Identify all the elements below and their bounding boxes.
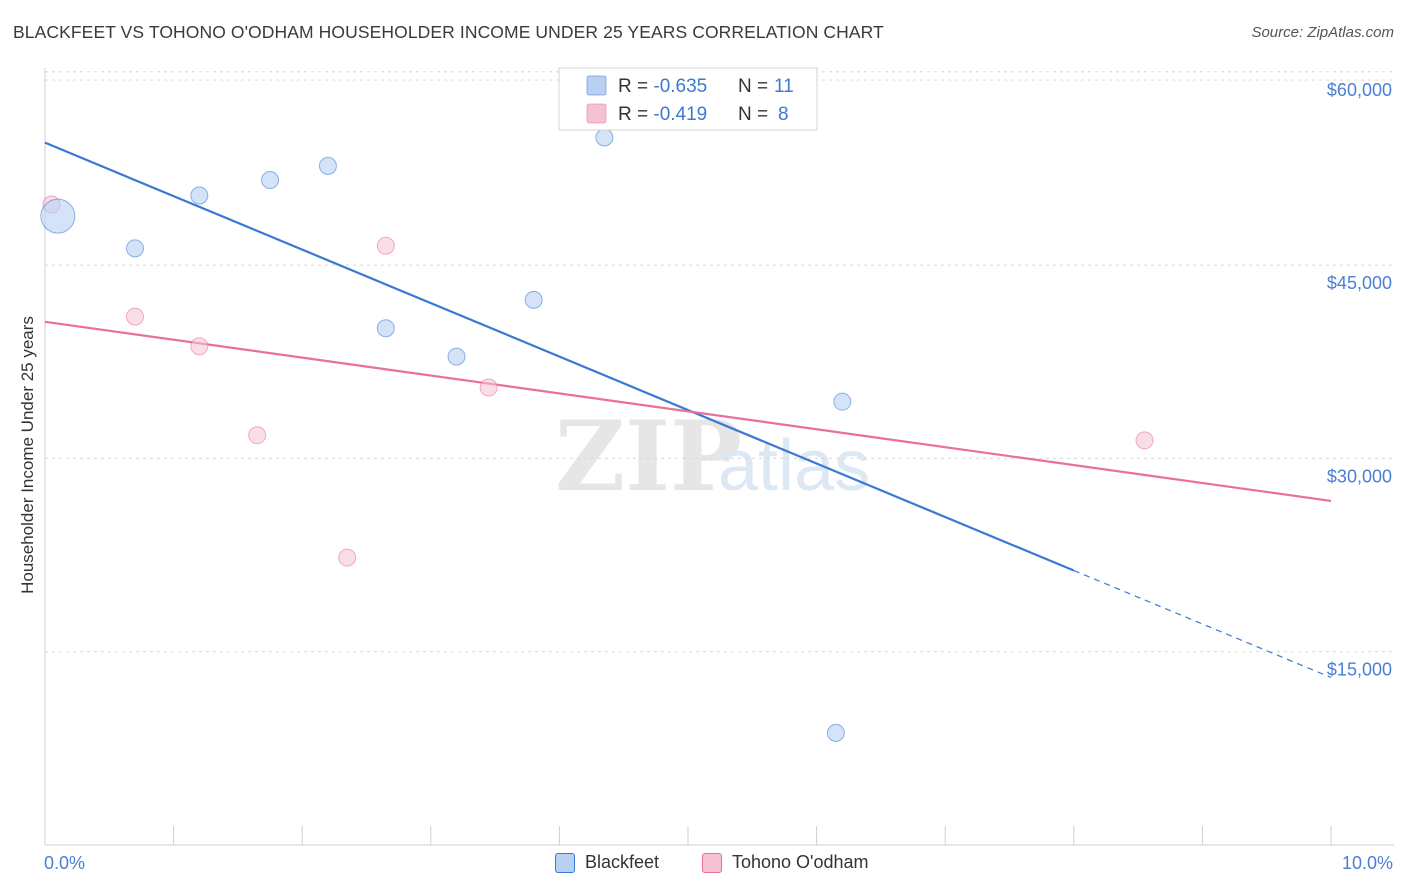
legend-swatch [586,103,607,124]
trend-lines [44,141,1332,679]
watermark-zip: ZIP [555,400,742,513]
data-points [40,128,1154,742]
point-blackfeet [318,156,337,175]
y-tick-label: $15,000 [1327,660,1392,680]
grid: $15,000 $30,000 $45,000 $60,000 [45,71,1394,680]
point-blackfeet [826,723,845,742]
point-blackfeet [524,290,543,309]
trend-line-blackfeet [44,141,1075,572]
point-tohono [248,426,267,445]
legend-item-blackfeet[interactable]: Blackfeet [555,852,659,873]
legend-stats-text: R = -0.419 [618,104,707,125]
axes: 0.0% 10.0% [44,68,1394,873]
stats-legend: R = -0.635 N = 11 R = -0.419 N = 8 [558,67,818,131]
legend-n-text: N = 8 [738,104,789,125]
point-tohono [376,236,395,255]
chart-title: BLACKFEET VS TOHONO O'ODHAM HOUSEHOLDER … [13,22,884,42]
trend-line-tohono [44,320,1332,503]
x-tick-label: 10.0% [1342,853,1393,873]
point-blackfeet [376,319,395,338]
y-tick-label: $60,000 [1327,80,1392,100]
point-tohono [479,378,498,397]
trend-line-blackfeet-extension [1073,569,1332,679]
legend-n-text: N = 11 [738,76,794,97]
legend-item-tohono[interactable]: Tohono O'odham [702,852,869,873]
point-blackfeet [447,347,466,366]
legend-label-blackfeet: Blackfeet [585,852,660,872]
bottom-legend: Blackfeet Tohono O'odham [0,852,1406,878]
point-blackfeet [40,198,76,234]
point-blackfeet [190,186,209,205]
x-tick-label: 0.0% [44,853,85,873]
point-tohono [338,548,357,567]
point-blackfeet [126,239,145,258]
point-blackfeet [595,128,614,147]
point-blackfeet [833,392,852,411]
point-tohono [190,337,209,356]
source-label: Source: ZipAtlas.com [1251,24,1394,41]
legend-swatch-blackfeet [555,852,575,873]
point-tohono [1135,431,1154,450]
watermark-atlas: atlas [718,426,870,506]
legend-swatch-tohono [702,852,722,873]
legend-label-tohono: Tohono O'odham [732,852,869,872]
y-tick-label: $30,000 [1327,466,1392,486]
legend-swatch [586,75,607,96]
legend-stats-text: R = -0.635 [618,76,707,97]
point-blackfeet [261,171,280,190]
y-tick-label: $45,000 [1327,273,1392,293]
point-tohono [126,307,145,326]
